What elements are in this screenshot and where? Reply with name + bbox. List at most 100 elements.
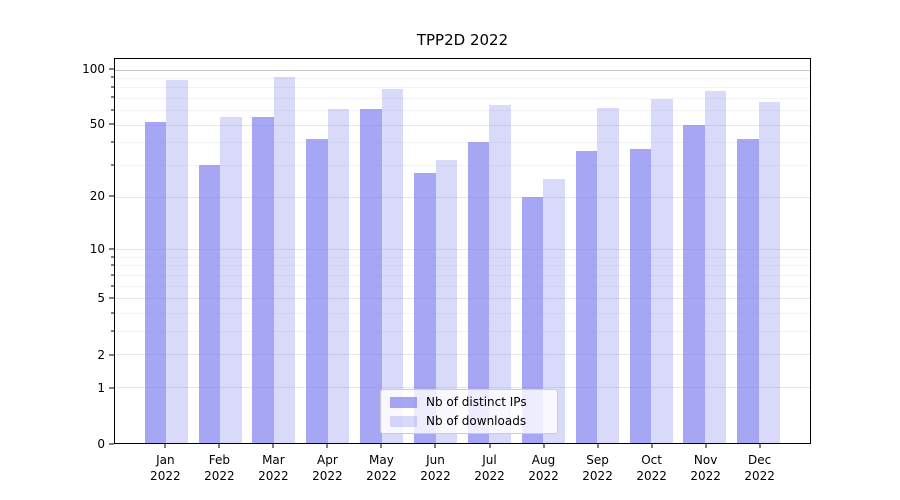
minor-gridline [115,285,810,287]
x-tick-label: Sep 2022 [582,452,613,484]
y-minor-tick-mark [111,109,114,111]
minor-gridline [115,274,810,276]
x-tick-month: Apr [317,453,338,467]
bar-nb-of-distinct-ips-feb-2022 [198,165,221,443]
x-tick-label: Mar 2022 [258,452,289,484]
y-tick-mark [109,123,114,125]
x-tick-month: Jul [482,453,497,467]
bar-nb-of-distinct-ips-aug-2022 [521,196,544,443]
y-minor-tick-mark [111,164,114,166]
bar-nb-of-downloads-jan-2022 [166,79,188,443]
y-tick-mark [109,354,114,356]
x-tick-mark [597,444,599,448]
x-tick-year: 2022 [204,469,235,484]
x-tick-mark [218,444,220,448]
y-tick-label: 100 [82,61,105,76]
bar-nb-of-downloads-sep-2022 [597,107,619,443]
y-minor-tick-mark [111,274,114,276]
y-minor-tick-mark [111,256,114,258]
y-axis-labels: 0 1 2 5 10 20 50 100 [0,58,105,451]
y-tick-mark [109,68,114,70]
bar-nb-of-distinct-ips-mar-2022 [252,117,274,443]
y-axis-ticks [109,58,114,445]
y-tick-mark [109,248,114,250]
bar-nb-of-downloads-jun-2022 [435,160,458,443]
minor-gridline [115,142,810,144]
x-tick-month: Sep [586,453,609,467]
bar-nb-of-downloads-jul-2022 [489,105,511,443]
y-minor-tick-mark [111,141,114,143]
bar-nb-of-downloads-may-2022 [381,89,404,443]
minor-gridline [115,330,810,332]
y-tick-label: 2 [97,347,105,362]
x-tick-label: Jan 2022 [150,452,181,484]
x-tick-label: Apr 2022 [312,452,343,484]
x-tick-mark [326,444,328,448]
major-gridline [115,69,810,71]
x-tick-month: Feb [208,453,230,467]
x-tick-label: Dec 2022 [744,452,775,484]
y-tick-label: 50 [89,117,105,132]
bars [115,59,810,443]
minor-gridline [115,312,810,314]
legend-label-downloads: Nb of downloads [426,414,527,428]
bar-nb-of-downloads-oct-2022 [651,99,673,443]
bar-nb-of-downloads-aug-2022 [543,179,565,443]
legend-item-distinct-ips: Nb of distinct IPs [390,395,548,409]
legend: Nb of distinct IPs Nb of downloads [380,389,558,434]
x-tick-month: May [369,453,394,467]
y-minor-tick-mark [111,330,114,332]
y-tick-mark [109,387,114,389]
y-minor-tick-mark [111,264,114,266]
x-tick-year: 2022 [744,469,775,484]
plot-area: Nb of distinct IPs Nb of downloads [114,58,811,444]
x-tick-label: Nov 2022 [690,452,721,484]
y-minor-tick-mark [111,285,114,287]
x-tick-year: 2022 [474,469,505,484]
x-tick-mark [164,444,166,448]
legend-swatch-downloads [390,415,417,427]
chart-title: TPP2D 2022 [416,31,509,49]
y-tick-label: 5 [97,291,105,306]
y-tick-mark [109,443,114,445]
x-tick-year: 2022 [420,469,451,484]
y-tick-label: 1 [97,380,105,395]
bar-nb-of-downloads-dec-2022 [758,101,781,443]
x-tick-month: Nov [693,453,718,467]
minor-gridline [115,110,810,112]
x-tick-month: Mar [262,453,285,467]
x-tick-mark [705,444,707,448]
legend-label-distinct-ips: Nb of distinct IPs [426,395,527,409]
x-tick-month: Aug [531,453,556,467]
bar-nb-of-distinct-ips-apr-2022 [306,138,328,443]
bar-nb-of-downloads-nov-2022 [704,91,727,443]
x-tick-year: 2022 [258,469,289,484]
x-tick-mark [434,444,436,448]
x-tick-month: Oct [641,453,662,467]
x-tick-mark [651,444,653,448]
x-tick-mark [380,444,382,448]
x-tick-mark [759,444,761,448]
x-tick-month: Jun [426,453,445,467]
y-minor-tick-mark [111,96,114,98]
x-tick-label: Oct 2022 [636,452,667,484]
bar-nb-of-distinct-ips-nov-2022 [683,124,705,443]
minor-gridline [115,256,810,258]
bar-nb-of-distinct-ips-dec-2022 [737,138,759,443]
major-gridline [115,297,810,299]
x-tick-label: Aug 2022 [528,452,559,484]
x-tick-label: Jul 2022 [474,452,505,484]
x-tick-label: Feb 2022 [204,452,235,484]
major-gridline [115,248,810,250]
x-tick-mark [489,444,490,448]
x-tick-label: May 2022 [366,452,397,484]
major-gridline [115,124,810,126]
minor-gridline [115,98,810,100]
major-gridline [115,354,810,356]
y-tick-mark [109,297,114,299]
minor-gridline [115,77,810,79]
x-tick-mark [543,444,545,448]
y-tick-mark [109,195,114,197]
x-tick-year: 2022 [312,469,343,484]
